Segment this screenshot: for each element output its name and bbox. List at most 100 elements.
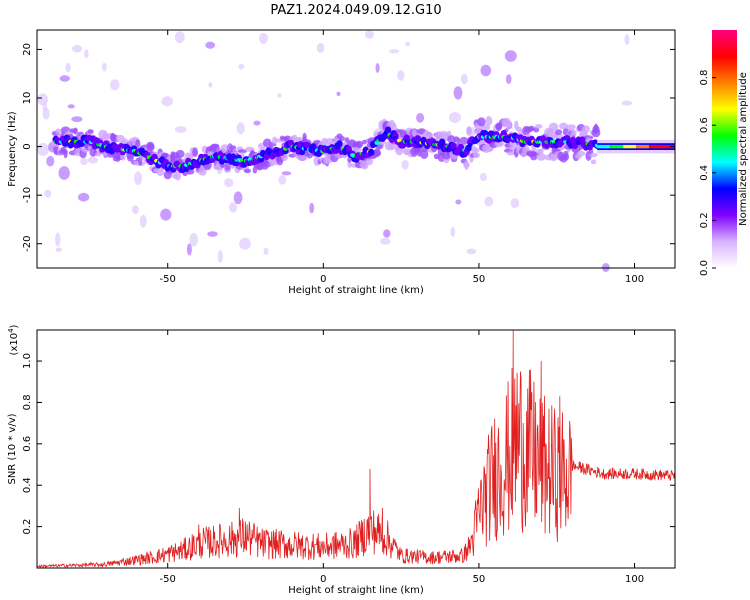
spectrogram-ridge-cell	[384, 126, 392, 134]
spectrogram-halo-blob	[339, 135, 345, 142]
spectrogram-noise-blob	[71, 116, 83, 123]
colorbar-tick-label: 0.2	[699, 212, 710, 228]
spectrogram-halo-blob	[228, 145, 237, 151]
spectrogram-x-tick-label: 50	[473, 274, 486, 285]
spectrogram-halo-blob	[63, 148, 68, 159]
spectrogram-noise-blob	[380, 238, 391, 245]
spectrogram-halo-blob	[411, 129, 417, 137]
colorbar: 0.0 0.2 0.4 0.6 0.8 Normalized spectral ampl…	[699, 30, 749, 276]
spectrogram-halo-blob	[135, 139, 141, 149]
spectrogram-noise-blob	[281, 171, 292, 176]
spectrogram-ridge-cell	[500, 130, 507, 138]
spectrogram-halo-blob	[263, 161, 272, 168]
spectrogram-halo-blob	[120, 153, 126, 161]
colorbar-tick-label: 0.4	[699, 165, 710, 181]
spectrogram-noise-blob	[46, 155, 55, 167]
spectrogram-halo-blob	[477, 117, 486, 127]
spectrogram-noise-blob	[336, 91, 341, 96]
snr-y-ticks: 0.2 0.4 0.6 0.8 1.0	[22, 353, 675, 535]
spectrogram-y-tick-label: 10	[22, 92, 33, 105]
spectrogram-noise-blob	[621, 100, 633, 106]
spectrogram-frame	[36, 29, 676, 269]
spectrogram-noise-blob	[455, 199, 462, 205]
spectrogram-noise-blob	[253, 120, 261, 126]
snr-x-tick-label: -50	[160, 574, 176, 585]
spectrogram-noise-blob	[505, 74, 512, 84]
spectrogram-y-tick-label: -10	[22, 187, 33, 203]
snr-exponent-power: 4	[7, 328, 15, 333]
spectrogram-x-tick-label: -50	[160, 274, 176, 285]
snr-x-axis-label: Height of straight line (km)	[288, 585, 424, 596]
spectrogram-noise-blob	[624, 34, 630, 45]
spectrogram-noise-blob	[174, 31, 185, 44]
spectrogram-noise-blob	[72, 44, 83, 53]
spectrogram-halo-blob	[463, 162, 470, 168]
spectrogram-halo-blob	[297, 154, 307, 162]
spectrogram-halo-blob	[138, 156, 143, 166]
colorbar-tick-label: 0.0	[699, 260, 710, 276]
spectrogram-halo-blob	[589, 153, 598, 158]
spectrogram-noise-blob	[67, 104, 75, 109]
spectrogram-halo-blob	[498, 141, 504, 147]
spectrogram-halo-blob	[563, 150, 569, 157]
spectrogram-tone-core	[636, 144, 650, 149]
spectrogram-noise-blob	[58, 166, 70, 180]
spectrogram-noise-blob	[84, 49, 89, 59]
spectrogram-halo-blob	[362, 139, 367, 145]
spectrogram-halo-blob	[482, 124, 491, 131]
spectrogram-noise-blob	[460, 73, 468, 85]
spectrogram-noise-blob	[205, 41, 216, 49]
spectrogram-halo-blob	[459, 136, 469, 145]
spectrogram-noise-blob	[229, 202, 238, 213]
spectrogram-noise-blob	[510, 198, 520, 209]
colorbar-label: Normalized spectral amplitude	[738, 72, 749, 226]
snr-x-tick-label: 50	[473, 574, 486, 585]
spectrogram-halo-blob	[243, 168, 251, 173]
spectrogram-halo-blob	[535, 124, 543, 129]
spectrogram-noise-blob	[109, 79, 120, 91]
spectrogram-halo-blob	[146, 141, 155, 152]
spectrogram-noise-blob	[208, 82, 213, 88]
spectrogram-tone-core	[623, 144, 637, 149]
snr-panel: -50 0 50 100 0.2 0.4 0.6 0.8 1.0 Height of stra…	[7, 324, 676, 596]
colorbar-ticks: 0.0 0.2 0.4 0.6 0.8	[699, 70, 716, 276]
spectrogram-noise-blob	[87, 156, 99, 164]
spectrogram-halo-blob	[355, 140, 364, 149]
spectrogram-halo-blob	[473, 148, 480, 153]
spectrogram-tone-core	[610, 144, 624, 149]
spectrogram-noise-blob	[263, 247, 269, 255]
spectrogram-y-tick-label: -20	[22, 236, 33, 252]
colorbar-gradient	[712, 30, 737, 268]
spectrogram-y-tick-label: 0	[22, 143, 33, 149]
spectrogram-halo-blob	[87, 129, 94, 134]
snr-exponent-suffix: )	[9, 324, 20, 328]
spectrogram-halo-blob	[536, 153, 546, 161]
spectrogram-noise-blob	[217, 250, 223, 263]
spectrogram-halo-blob	[559, 122, 569, 130]
snr-exponent: (x104)	[7, 324, 20, 355]
spectrogram-noise-blob	[453, 86, 463, 100]
spectrogram-noise-blob	[278, 174, 287, 185]
spectrogram-halo-blob	[576, 150, 586, 157]
spectrogram-noise-blob	[55, 247, 62, 253]
spectrogram-noise-blob	[186, 243, 192, 256]
snr-x-tick-label: 0	[320, 574, 326, 585]
spectrogram-halo-blob	[581, 125, 591, 133]
spectrogram-noise-blob	[132, 205, 139, 215]
spectrogram-halo-blob	[592, 125, 600, 134]
spectrogram-noise-blob	[389, 49, 400, 54]
spectrogram-y-axis-label: Frequency (Hz)	[7, 111, 18, 187]
spectrogram-halo-blob	[365, 158, 374, 166]
chart-title: PAZ1.2024.049.09.12.G10	[270, 3, 441, 18]
spectrogram-halo-blob	[527, 125, 535, 131]
spectrogram-halo-blob	[583, 135, 594, 140]
spectrogram-noise-blob	[160, 208, 172, 221]
spectrogram-noise-blob	[37, 143, 49, 156]
spectrogram-ridge-cell	[336, 140, 343, 148]
snr-y-tick-label: 0.8	[22, 394, 33, 410]
snr-frame	[36, 329, 676, 569]
snr-exponent-prefix: (x10	[9, 333, 20, 356]
spectrogram-tone-core	[649, 144, 663, 149]
spectrogram-halo-blob	[509, 142, 519, 147]
